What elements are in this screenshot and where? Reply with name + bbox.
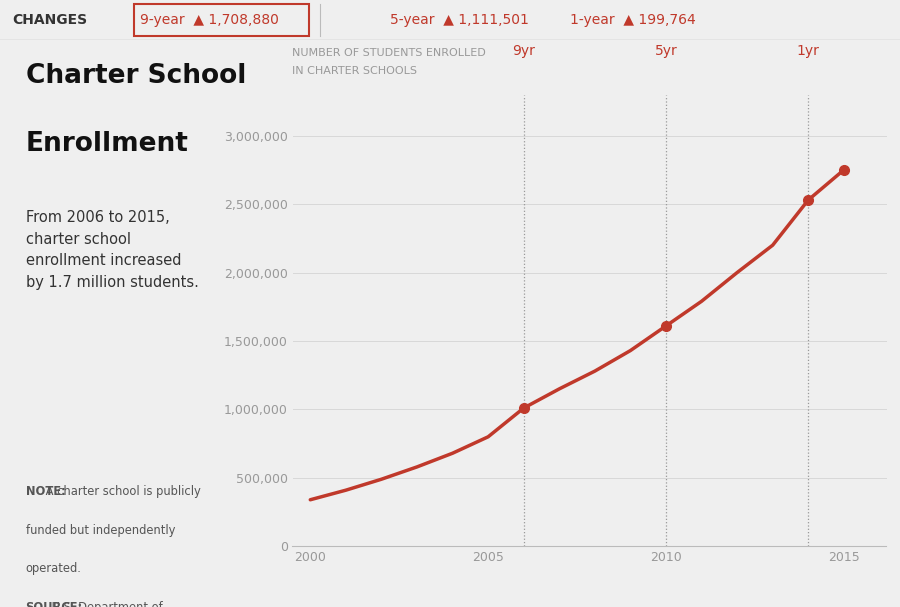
Text: 1-year  ▲ 199,764: 1-year ▲ 199,764 (570, 13, 696, 27)
Text: operated.: operated. (25, 562, 81, 575)
Text: IN CHARTER SCHOOLS: IN CHARTER SCHOOLS (292, 66, 418, 76)
Text: 9-year  ▲ 1,708,880: 9-year ▲ 1,708,880 (140, 13, 279, 27)
Text: funded but independently: funded but independently (25, 524, 175, 537)
Text: NUMBER OF STUDENTS ENROLLED: NUMBER OF STUDENTS ENROLLED (292, 48, 486, 58)
Text: NOTE:: NOTE: (25, 485, 66, 498)
Text: 1yr: 1yr (796, 44, 820, 58)
Text: From 2006 to 2015,
charter school
enrollment increased
by 1.7 million students.: From 2006 to 2015, charter school enroll… (25, 210, 198, 290)
Text: SOURCE:: SOURCE: (25, 601, 83, 607)
Text: CHANGES: CHANGES (12, 13, 87, 27)
Text: Charter School: Charter School (25, 63, 246, 89)
Text: 5-year  ▲ 1,111,501: 5-year ▲ 1,111,501 (390, 13, 529, 27)
Text: Enrollment: Enrollment (25, 131, 188, 157)
Text: 5yr: 5yr (654, 44, 678, 58)
Text: A charter school is publicly: A charter school is publicly (41, 485, 201, 498)
Text: U.S. Department of: U.S. Department of (49, 601, 163, 607)
Text: 9yr: 9yr (512, 44, 535, 58)
